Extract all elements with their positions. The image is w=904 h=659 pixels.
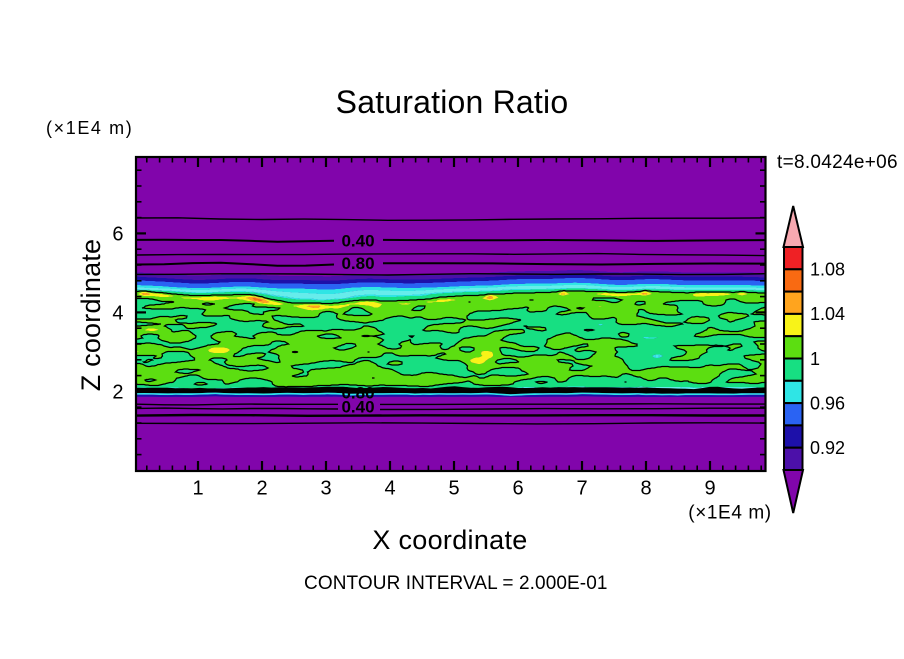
svg-text:9: 9 [704,478,715,500]
svg-text:Saturation Ratio: Saturation Ratio [336,84,569,120]
svg-text:7: 7 [576,478,587,500]
svg-text:Z coordinate: Z coordinate [76,239,106,391]
svg-text:4: 4 [112,302,123,324]
svg-text:6: 6 [512,478,523,500]
svg-text:CONTOUR INTERVAL = 2.000E-01: CONTOUR INTERVAL = 2.000E-01 [304,573,608,594]
svg-text:6: 6 [112,223,123,245]
svg-text:t=8.0424e+06: t=8.0424e+06 [777,152,898,173]
svg-text:1.08: 1.08 [810,260,845,280]
svg-text:X coordinate: X coordinate [372,525,527,555]
svg-text:0.80: 0.80 [341,254,374,273]
svg-text:8: 8 [640,478,651,500]
svg-text:(×1E4 m): (×1E4 m) [688,503,771,524]
svg-text:2: 2 [112,381,123,403]
svg-text:0.92: 0.92 [810,438,845,458]
svg-text:0.40: 0.40 [341,398,374,417]
svg-text:1: 1 [192,478,203,500]
svg-text:4: 4 [384,478,395,500]
svg-text:0.40: 0.40 [341,231,374,250]
svg-text:0.80: 0.80 [341,384,374,403]
svg-text:1.04: 1.04 [810,304,845,324]
svg-text:2: 2 [256,478,267,500]
svg-text:0.96: 0.96 [810,393,845,413]
svg-text:(×1E4 m): (×1E4 m) [46,118,133,138]
svg-text:3: 3 [320,478,331,500]
svg-text:5: 5 [448,478,459,500]
svg-text:1: 1 [810,349,820,369]
